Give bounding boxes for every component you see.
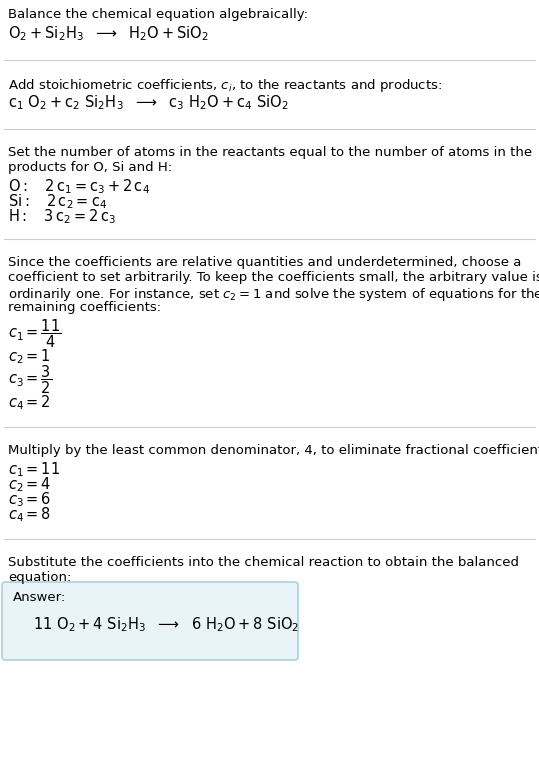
Text: $\mathrm{Si{:} \ \ \ 2\,c_2 = c_4}$: $\mathrm{Si{:} \ \ \ 2\,c_2 = c_4}$ xyxy=(8,192,107,211)
Text: Answer:: Answer: xyxy=(13,591,66,604)
Text: equation:: equation: xyxy=(8,571,71,584)
Text: $c_3 = 6$: $c_3 = 6$ xyxy=(8,490,51,509)
Text: Since the coefficients are relative quantities and underdetermined, choose a: Since the coefficients are relative quan… xyxy=(8,256,521,269)
Text: $c_1 = 11$: $c_1 = 11$ xyxy=(8,460,60,479)
Text: $\mathrm{O{:} \ \ \ 2\,c_1 = c_3 + 2\,c_4}$: $\mathrm{O{:} \ \ \ 2\,c_1 = c_3 + 2\,c_… xyxy=(8,177,150,196)
Text: $c_3 = \dfrac{3}{2}$: $c_3 = \dfrac{3}{2}$ xyxy=(8,363,52,395)
Text: Add stoichiometric coefficients, $c_i$, to the reactants and products:: Add stoichiometric coefficients, $c_i$, … xyxy=(8,77,442,94)
Text: Set the number of atoms in the reactants equal to the number of atoms in the: Set the number of atoms in the reactants… xyxy=(8,146,532,159)
Text: $\mathrm{H{:} \ \ \ 3\,c_2 = 2\,c_3}$: $\mathrm{H{:} \ \ \ 3\,c_2 = 2\,c_3}$ xyxy=(8,207,116,226)
Text: $\mathrm{c_1 \ O_2 + c_2 \ Si_2H_3 \ \ \longrightarrow \ \ c_3 \ H_2O + c_4 \ Si: $\mathrm{c_1 \ O_2 + c_2 \ Si_2H_3 \ \ \… xyxy=(8,93,288,112)
Text: $c_2 = 1$: $c_2 = 1$ xyxy=(8,347,51,366)
Text: products for O, Si and H:: products for O, Si and H: xyxy=(8,161,172,174)
Text: coefficient to set arbitrarily. To keep the coefficients small, the arbitrary va: coefficient to set arbitrarily. To keep … xyxy=(8,271,539,284)
Text: $\mathrm{O_2 + Si_2H_3 \ \ \longrightarrow \ \ H_2O + SiO_2}$: $\mathrm{O_2 + Si_2H_3 \ \ \longrightarr… xyxy=(8,24,209,43)
Text: Substitute the coefficients into the chemical reaction to obtain the balanced: Substitute the coefficients into the che… xyxy=(8,556,519,569)
Text: $c_2 = 4$: $c_2 = 4$ xyxy=(8,475,51,494)
Text: remaining coefficients:: remaining coefficients: xyxy=(8,301,161,314)
Text: $\mathrm{11 \ O_2 + 4 \ Si_2H_3 \ \ \longrightarrow \ \ 6 \ H_2O + 8 \ SiO_2}$: $\mathrm{11 \ O_2 + 4 \ Si_2H_3 \ \ \lon… xyxy=(33,615,299,634)
Text: $c_1 = \dfrac{11}{4}$: $c_1 = \dfrac{11}{4}$ xyxy=(8,317,61,350)
Text: Balance the chemical equation algebraically:: Balance the chemical equation algebraica… xyxy=(8,8,308,21)
Text: ordinarily one. For instance, set $c_2 = 1$ and solve the system of equations fo: ordinarily one. For instance, set $c_2 =… xyxy=(8,286,539,303)
Text: Multiply by the least common denominator, 4, to eliminate fractional coefficient: Multiply by the least common denominator… xyxy=(8,444,539,457)
Text: $c_4 = 8$: $c_4 = 8$ xyxy=(8,505,51,523)
Text: $c_4 = 2$: $c_4 = 2$ xyxy=(8,393,51,411)
FancyBboxPatch shape xyxy=(2,582,298,660)
